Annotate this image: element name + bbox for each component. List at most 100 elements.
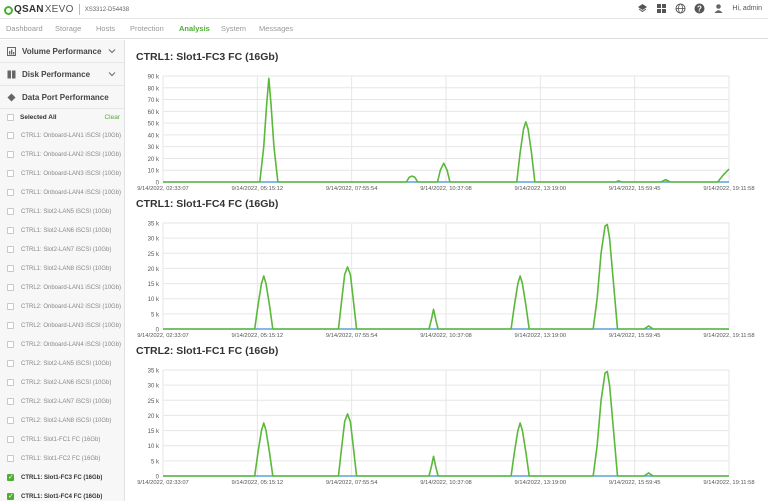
port-list-item[interactable]: CTRL1: Slot1-FC1 FC (16Gb) — [0, 430, 124, 449]
grid-icon[interactable] — [656, 3, 667, 14]
main-content: CTRL1: Slot1-FC3 FC (16Gb) 0 10 k 20 k 30 k… — [126, 40, 768, 501]
port-list-item[interactable]: CTRL1: Onboard-LAN4 iSCSI (10Gb) — [0, 183, 124, 202]
section-volume-performance[interactable]: Volume Performance — [0, 40, 124, 63]
section-disk-performance[interactable]: Disk Performance — [0, 63, 124, 86]
network-icon[interactable] — [637, 3, 648, 14]
port-label: CTRL1: Onboard-LAN3 iSCSI (10Gb) — [21, 170, 122, 177]
chart-ctrl2-fc1: 0 5 k 10 k 15 k 20 k 25 k 30 k 35 k 9/14/2022, 0… — [137, 369, 754, 487]
port-list-item[interactable]: CTRL2: Slot2-LAN5 iSCSI (10Gb) — [0, 354, 124, 373]
port-checkbox[interactable] — [7, 379, 14, 386]
select-all-checkbox[interactable] — [7, 114, 14, 121]
port-list-item[interactable]: CTRL1: Onboard-LAN2 iSCSI (10Gb) — [0, 145, 124, 164]
tab-hosts[interactable]: Hosts — [96, 24, 116, 33]
tab-protection[interactable]: Protection — [130, 24, 164, 33]
port-checkbox[interactable] — [7, 246, 14, 253]
y-tick-label: 0 — [156, 328, 160, 334]
port-checkbox[interactable] — [7, 265, 14, 272]
y-tick-label: 40 k — [148, 133, 160, 139]
port-list: CTRL1: Onboard-LAN1 iSCSI (10Gb) CTRL1: O… — [0, 126, 124, 501]
port-list-item[interactable]: CTRL1: Slot1-FC3 FC (16Gb) — [0, 468, 124, 487]
port-list-item[interactable]: CTRL2: Slot2-LAN6 iSCSI (10Gb) — [0, 373, 124, 392]
x-tick-label: 9/14/2022, 05:15:12 — [232, 186, 284, 192]
globe-icon[interactable] — [675, 3, 686, 14]
port-list-item[interactable]: CTRL2: Onboard-LAN4 iSCSI (10Gb) — [0, 335, 124, 354]
section-data-port-performance[interactable]: Data Port Performance — [0, 86, 124, 109]
y-tick-label: 0 — [156, 181, 160, 187]
port-checkbox[interactable] — [7, 189, 14, 196]
top-bar: QSAN XEVO XS3312-D54438 ? Hi, admin — [0, 0, 768, 19]
x-tick-label: 9/14/2022, 19:11:58 — [703, 480, 754, 486]
port-label: CTRL2: Slot2-LAN8 iSCSI (10Gb) — [21, 417, 112, 424]
port-checkbox[interactable] — [7, 398, 14, 405]
port-list-item[interactable]: CTRL2: Slot2-LAN7 iSCSI (10Gb) — [0, 392, 124, 411]
y-tick-label: 15 k — [148, 282, 160, 288]
port-checkbox[interactable] — [7, 151, 14, 158]
port-label: CTRL2: Onboard-LAN4 iSCSI (10Gb) — [21, 341, 122, 348]
port-checkbox[interactable] — [7, 455, 14, 462]
y-tick-label: 70 k — [148, 98, 160, 104]
port-list-item[interactable]: CTRL1: Onboard-LAN1 iSCSI (10Gb) — [0, 126, 124, 145]
port-label: CTRL1: Slot2-LAN7 iSCSI (10Gb) — [21, 246, 112, 253]
port-checkbox[interactable] — [7, 322, 14, 329]
chevron-down-icon[interactable] — [108, 70, 116, 80]
help-icon[interactable]: ? — [694, 3, 705, 14]
product-name: XEVO — [44, 4, 74, 15]
tab-system[interactable]: System — [221, 24, 247, 33]
port-checkbox[interactable] — [7, 360, 14, 367]
port-list-item[interactable]: CTRL1: Slot1-FC4 FC (16Gb) — [0, 487, 124, 501]
serial-number: XS3312-D54438 — [84, 6, 130, 13]
tab-analysis[interactable]: Analysis — [179, 24, 210, 33]
chart-ctrl1-fc4: 0 5 k 10 k 15 k 20 k 25 k 30 k 35 k 9/14/2022, 0… — [137, 222, 754, 340]
port-checkbox[interactable] — [7, 132, 14, 139]
port-checkbox[interactable] — [7, 436, 14, 443]
port-checkbox[interactable] — [7, 473, 14, 481]
series-line — [163, 370, 729, 477]
port-label: CTRL1: Onboard-LAN4 iSCSI (10Gb) — [21, 189, 122, 196]
y-tick-label: 50 k — [148, 122, 160, 128]
y-tick-label: 90 k — [148, 75, 160, 81]
port-label: CTRL1: Onboard-LAN1 iSCSI (10Gb) — [21, 132, 122, 139]
x-tick-label: 9/14/2022, 19:11:58 — [703, 333, 754, 339]
section-title: Volume Performance — [22, 46, 102, 56]
port-checkbox[interactable] — [7, 417, 14, 424]
port-label: CTRL2: Onboard-LAN3 iSCSI (10Gb) — [21, 322, 122, 329]
x-tick-label: 9/14/2022, 05:15:12 — [232, 480, 284, 486]
port-checkbox[interactable] — [7, 170, 14, 177]
port-checkbox[interactable] — [7, 208, 14, 215]
port-list-item[interactable]: CTRL2: Onboard-LAN1 iSCSI (10Gb) — [0, 278, 124, 297]
port-checkbox[interactable] — [7, 341, 14, 348]
tab-storage[interactable]: Storage — [55, 24, 82, 33]
x-tick-label: 9/14/2022, 13:19:00 — [515, 480, 567, 486]
logo: QSAN — [14, 4, 44, 15]
chevron-down-icon[interactable] — [108, 47, 116, 57]
disk-icon — [7, 70, 16, 79]
port-list-item[interactable]: CTRL1: Onboard-LAN3 iSCSI (10Gb) — [0, 164, 124, 183]
port-list-item[interactable]: CTRL2: Onboard-LAN3 iSCSI (10Gb) — [0, 316, 124, 335]
port-list-item[interactable]: CTRL1: Slot1-FC2 FC (16Gb) — [0, 449, 124, 468]
x-tick-label: 9/14/2022, 02:33:07 — [137, 186, 189, 192]
port-checkbox[interactable] — [7, 227, 14, 234]
port-checkbox[interactable] — [7, 303, 14, 310]
y-tick-label: 80 k — [148, 86, 160, 92]
y-tick-label: 10 k — [148, 169, 160, 175]
y-tick-label: 60 k — [148, 110, 160, 116]
y-tick-label: 30 k — [148, 384, 160, 390]
y-tick-label: 5 k — [151, 459, 160, 465]
port-list-item[interactable]: CTRL1: Slot2-LAN6 iSCSI (10Gb) — [0, 221, 124, 240]
port-label: CTRL1: Slot1-FC1 FC (16Gb) — [21, 436, 101, 443]
port-checkbox[interactable] — [7, 284, 14, 291]
port-list-item[interactable]: CTRL1: Slot2-LAN5 iSCSI (10Gb) — [0, 202, 124, 221]
port-checkbox[interactable] — [7, 492, 14, 500]
port-list-item[interactable]: CTRL1: Slot2-LAN8 iSCSI (10Gb) — [0, 259, 124, 278]
tab-messages[interactable]: Messages — [259, 24, 294, 33]
port-list-item[interactable]: CTRL2: Slot2-LAN8 iSCSI (10Gb) — [0, 411, 124, 430]
clear-link[interactable]: Clear — [104, 114, 120, 121]
port-list-item[interactable]: CTRL1: Slot2-LAN7 iSCSI (10Gb) — [0, 240, 124, 259]
x-tick-label: 9/14/2022, 10:37:08 — [420, 333, 472, 339]
logo-mark-icon — [4, 6, 13, 15]
user-greeting[interactable]: Hi, admin — [732, 5, 762, 12]
tab-dashboard[interactable]: Dashboard — [6, 24, 43, 33]
x-tick-label: 9/14/2022, 07:55:54 — [326, 333, 378, 339]
port-list-item[interactable]: CTRL2: Onboard-LAN2 iSCSI (10Gb) — [0, 297, 124, 316]
user-icon[interactable] — [713, 3, 724, 14]
